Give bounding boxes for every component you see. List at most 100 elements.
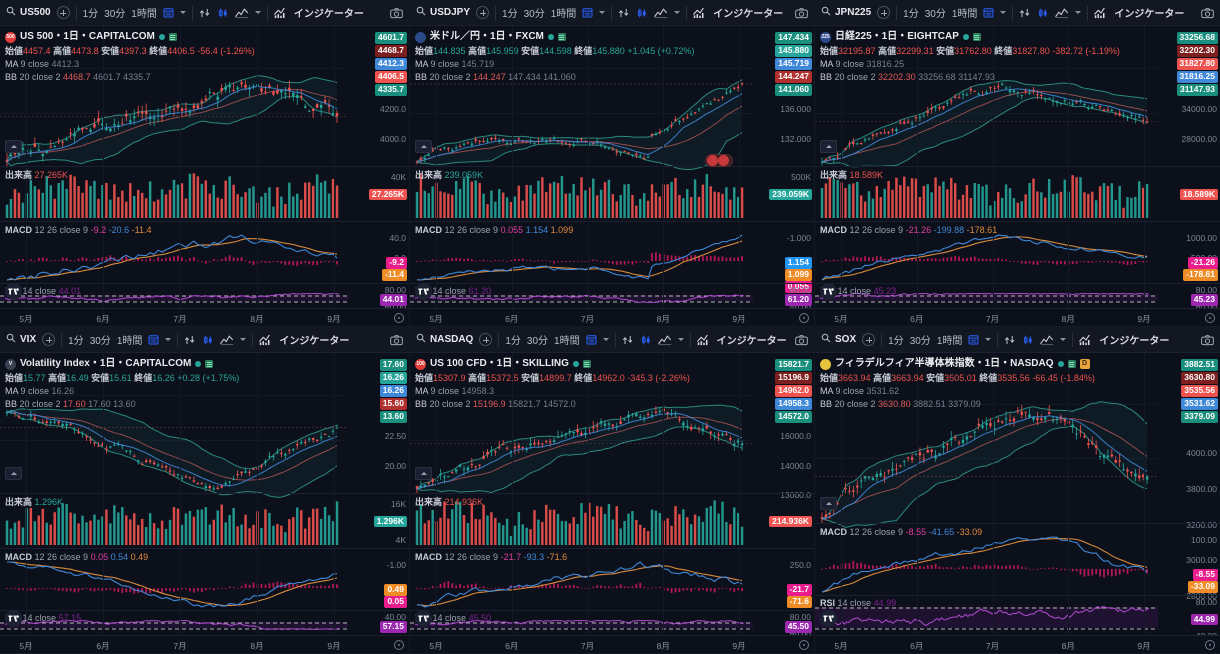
tradingview-logo-icon[interactable] <box>415 610 432 627</box>
chevron-down-icon[interactable] <box>602 338 609 341</box>
candlestick-icon[interactable] <box>640 334 652 346</box>
chevron-down-icon[interactable] <box>179 11 186 14</box>
chevron-down-icon[interactable] <box>240 338 247 341</box>
chart-body[interactable]: 100 US 100 CFD・1日・SKILLING 始値15307.9 高値153… <box>410 353 814 653</box>
line-chart-icon[interactable] <box>657 334 672 346</box>
tradingview-logo-icon[interactable] <box>5 610 22 627</box>
price-pane[interactable] <box>410 353 753 494</box>
pane-divider[interactable] <box>0 283 409 284</box>
rsi-pane[interactable] <box>410 283 753 309</box>
rsi-scale[interactable]: 80.00 40.00 61.20 <box>752 283 814 312</box>
calendar-day-icon[interactable] <box>586 334 597 345</box>
tradingview-logo-icon[interactable] <box>820 610 837 627</box>
volume-scale[interactable]: 214.936K <box>752 493 814 548</box>
pane-divider[interactable] <box>410 221 814 222</box>
price-pane[interactable] <box>815 26 1158 168</box>
macd-pane[interactable] <box>410 221 752 283</box>
indicators-label[interactable]: インジケーター <box>1099 336 1170 347</box>
timeframe-1[interactable]: 30分 <box>526 336 549 347</box>
rsi-pane[interactable] <box>815 283 1158 309</box>
chart-toolbar[interactable]: SOX 1分 30分 1時間 インジケーター <box>815 327 1220 353</box>
collapse-pane-button[interactable] <box>415 140 432 153</box>
add-symbol-icon[interactable] <box>862 333 876 346</box>
date-axis[interactable]: 5月 6月 7月 8月 9月 <box>815 635 1220 653</box>
pane-divider[interactable] <box>0 221 409 222</box>
chart-panel-sox[interactable]: SOX 1分 30分 1時間 インジケーター フィラデルフィア半導体株指数・1日・NASD… <box>815 327 1220 654</box>
calendar-day-icon[interactable] <box>983 7 994 18</box>
chart-toolbar[interactable]: VIX 1分 30分 1時間 インジケーター <box>0 327 409 353</box>
volume-scale[interactable]: 16K8K4K1.296K <box>347 493 409 548</box>
indicators-label[interactable]: インジケーター <box>279 336 350 347</box>
price-pane[interactable] <box>0 26 348 168</box>
rsi-pane[interactable] <box>0 610 348 636</box>
symbol-search-button[interactable]: SOX <box>821 333 856 346</box>
chart-body[interactable]: V Volatility Index・1日・CAPITALCOM 始値15.77 高… <box>0 353 409 653</box>
date-axis[interactable]: 5月 6月 7月 8月 9月 <box>0 308 409 326</box>
collapse-pane-button[interactable] <box>5 467 22 480</box>
price-scale[interactable]: 3882.51 3630.80 3535.56 3531.62 3379.09 4000.… <box>1158 353 1220 601</box>
chart-compare-icon[interactable] <box>622 334 634 346</box>
chart-compare-icon[interactable] <box>184 334 196 346</box>
volume-scale[interactable]: 500K 239.059K <box>752 166 814 221</box>
price-pane[interactable] <box>410 26 753 170</box>
candlestick-icon[interactable] <box>1037 7 1049 19</box>
chart-panel-usdjpy[interactable]: USDJPY 1分 30分 1時間 インジケーター 米ドル／円・1日・FXCM 始値144.… <box>410 0 815 327</box>
line-chart-icon[interactable] <box>1040 334 1054 346</box>
candlestick-icon[interactable] <box>217 7 229 19</box>
timeframe-2[interactable]: 1時間 <box>131 9 157 20</box>
tradingview-logo-icon[interactable] <box>820 283 837 300</box>
pane-divider[interactable] <box>815 283 1220 284</box>
chevron-down-icon[interactable] <box>674 11 681 14</box>
add-symbol-icon[interactable] <box>56 6 70 19</box>
timeframe-1[interactable]: 30分 <box>909 336 931 347</box>
add-symbol-icon[interactable] <box>877 6 891 19</box>
pane-divider[interactable] <box>0 548 409 549</box>
chart-toolbar[interactable]: US500 1分 30分 1時間 インジケーター <box>0 0 409 26</box>
line-chart-icon[interactable] <box>235 7 249 19</box>
chart-toolbar[interactable]: JPN225 1分 30分 1時間 インジケーター <box>815 0 1220 26</box>
add-symbol-icon[interactable] <box>476 6 490 19</box>
collapse-pane-button[interactable] <box>820 140 837 153</box>
chart-settings-icon[interactable] <box>799 640 809 650</box>
indicators-icon[interactable] <box>696 334 711 346</box>
calendar-day-icon[interactable] <box>968 334 979 345</box>
price-scale[interactable]: 4601.7 4468.7 4412.3 4406.5 4335.7 4200.0 4000… <box>347 26 409 166</box>
timeframe-1[interactable]: 30分 <box>89 336 111 347</box>
timeframe-0[interactable]: 1分 <box>888 336 904 347</box>
collapse-pane-button[interactable] <box>820 497 837 510</box>
chevron-down-icon[interactable] <box>1060 338 1067 341</box>
candlestick-icon[interactable] <box>1022 334 1034 346</box>
chart-body[interactable]: 米ドル／円・1日・FXCM 始値144.835 高値145.959 安値144.5… <box>410 26 814 326</box>
timeframe-2[interactable]: 1時間 <box>951 9 978 20</box>
timeframe-0[interactable]: 1分 <box>68 336 84 347</box>
rsi-scale[interactable]: 40.00 57.15 <box>347 610 409 636</box>
timeframe-1[interactable]: 30分 <box>104 9 126 20</box>
macd-scale[interactable]: -1.000 1.154 1.099 0.055 <box>752 221 814 293</box>
volume-scale[interactable]: 18.589K <box>1158 166 1220 221</box>
camera-icon[interactable] <box>795 334 808 346</box>
tradingview-logo-icon[interactable] <box>5 283 22 300</box>
timeframe-2[interactable]: 1時間 <box>116 336 143 347</box>
chevron-down-icon[interactable] <box>254 11 261 14</box>
indicators-label[interactable]: インジケーター <box>716 336 787 347</box>
camera-icon[interactable] <box>390 7 403 19</box>
chart-settings-icon[interactable] <box>799 313 809 323</box>
chart-body[interactable]: 500 US 500・1日・CAPITALCOM 始値4457.4 高値4473.8… <box>0 26 409 326</box>
volume-pane[interactable] <box>815 166 1158 221</box>
candlestick-icon[interactable] <box>636 7 648 19</box>
chart-compare-icon[interactable] <box>199 7 211 19</box>
line-chart-icon[interactable] <box>1055 7 1069 19</box>
pane-divider[interactable] <box>410 493 814 494</box>
pane-divider[interactable] <box>0 166 409 167</box>
timeframe-0[interactable]: 1分 <box>505 336 521 347</box>
volume-pane[interactable] <box>410 166 752 221</box>
chevron-down-icon[interactable] <box>165 338 172 341</box>
volume-scale[interactable]: 40K20K27.265K <box>347 166 409 221</box>
price-pane[interactable] <box>815 353 1158 528</box>
pane-divider[interactable] <box>410 610 814 611</box>
macd-pane[interactable] <box>0 221 347 283</box>
macd-pane[interactable] <box>410 548 752 610</box>
